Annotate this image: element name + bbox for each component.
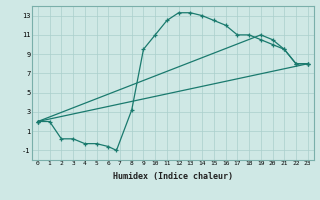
X-axis label: Humidex (Indice chaleur): Humidex (Indice chaleur)	[113, 172, 233, 181]
